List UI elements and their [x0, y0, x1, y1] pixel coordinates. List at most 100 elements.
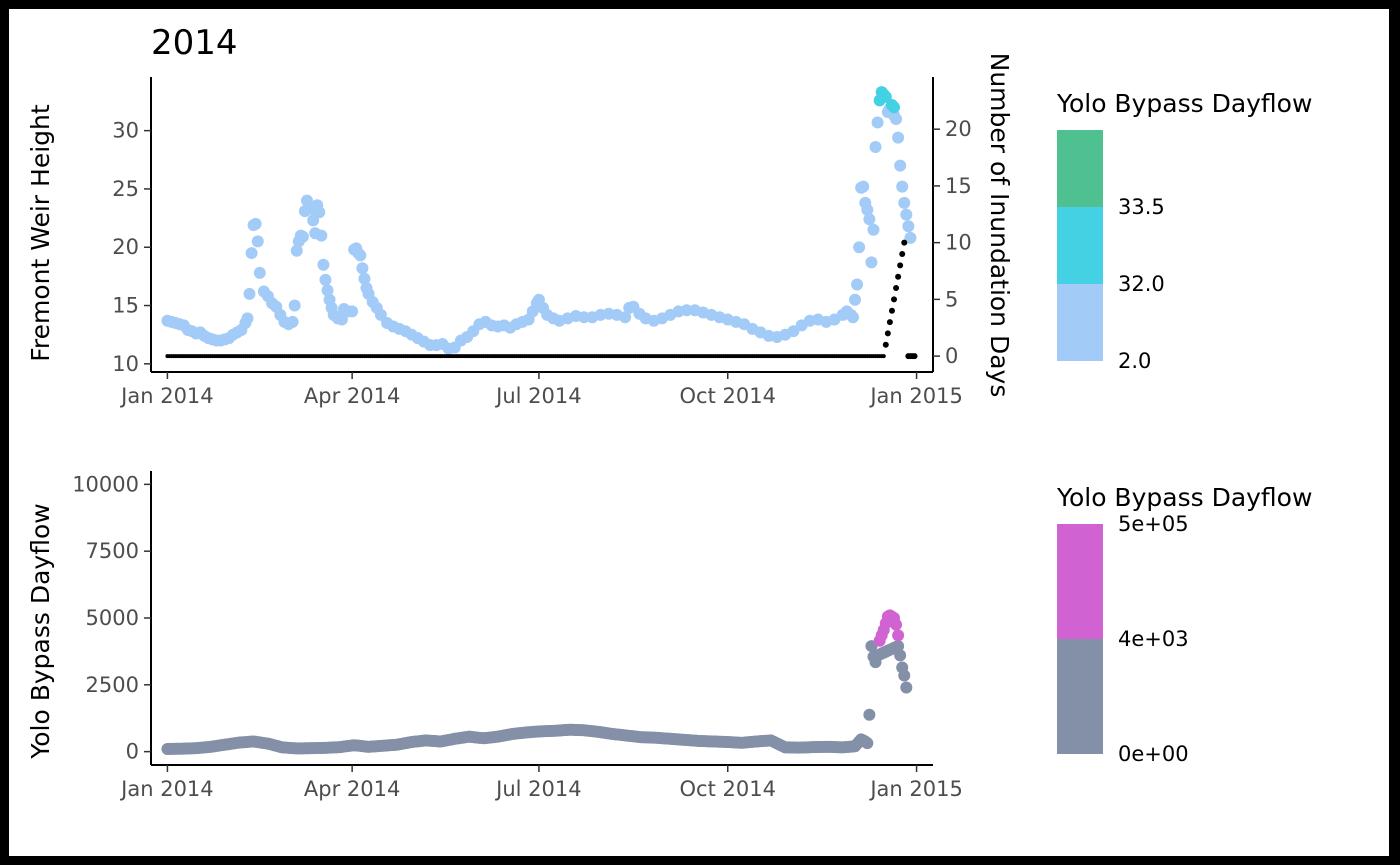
chart-canvas: 2014 10 15 20 25 30 0 5 10 15 20 Jan 2014 Apr 201…	[26, 23, 1312, 801]
weir-height-point	[313, 206, 326, 219]
dayflow-point	[863, 708, 876, 721]
bottom-x-tick-label: Jul 2014	[494, 777, 581, 801]
weir-height-point	[892, 131, 905, 144]
dayflow-point	[892, 640, 905, 653]
weir-height-point	[890, 112, 903, 125]
bottom-x-tick-label: Jan 2014	[119, 777, 214, 801]
weir-height-point-high	[879, 90, 892, 103]
inundation-day-point	[891, 296, 898, 303]
weir-height-point	[861, 203, 874, 216]
chart-title: 2014	[151, 23, 238, 63]
weir-height-point	[869, 140, 882, 153]
bottom-x-tick-label: Oct 2014	[680, 777, 776, 801]
weir-height-point	[851, 278, 864, 291]
weir-height-point	[896, 180, 909, 193]
top-x-tick-label: Oct 2014	[680, 384, 776, 408]
bottom-y-tick-label: 2500	[86, 673, 139, 697]
weir-height-point	[846, 311, 859, 324]
top-y-tick-label: 25	[112, 177, 139, 201]
weir-height-point	[898, 196, 911, 209]
top-y2-tick-label: 20	[945, 117, 972, 141]
bottom-legend-swatches: 5e+05 4e+03 0e+00	[1057, 512, 1189, 766]
weir-height-point-high	[888, 101, 901, 114]
inundation-day-point	[886, 319, 893, 326]
figure-frame: 2014 10 15 20 25 30 0 5 10 15 20 Jan 2014 Apr 201…	[9, 9, 1389, 856]
weir-height-point	[902, 220, 915, 233]
weir-height-point	[335, 313, 348, 326]
weir-height-point	[315, 229, 328, 242]
inundation-day-point	[888, 307, 895, 314]
weir-height-point	[894, 159, 907, 172]
inundation-day-point	[893, 285, 900, 292]
top-legend-title: Yolo Bypass Dayflow	[1056, 89, 1312, 118]
top-y2-tick-label: 10	[945, 231, 972, 255]
bottom-legend-label: 4e+03	[1118, 627, 1189, 651]
top-legend-swatch	[1057, 207, 1103, 284]
weir-height-point	[356, 262, 369, 275]
top-y-tick-label: 30	[112, 119, 139, 143]
dayflow-point	[900, 681, 913, 694]
top-y-axis-label: Fremont Weir Height	[26, 104, 55, 362]
top-legend-label: 32.0	[1118, 272, 1165, 296]
weir-height-point	[245, 247, 258, 260]
top-x-tick-label: Apr 2014	[304, 384, 400, 408]
weir-height-point	[871, 116, 884, 129]
bottom-y-axis-label: Yolo Bypass Dayflow	[26, 503, 55, 759]
weir-height-point	[296, 230, 309, 243]
weir-height-point	[900, 208, 913, 221]
bottom-legend-swatch	[1057, 524, 1103, 639]
dayflow-panel: 0 2500 5000 7500 10000 Jan 2014 Apr 2014 Jul 2…	[26, 471, 963, 801]
top-x-tick-label: Jan 2015	[868, 384, 963, 408]
weir-height-point	[286, 315, 299, 328]
top-legend-label: 2.0	[1118, 349, 1151, 373]
dayflow-point	[894, 649, 907, 662]
bottom-legend-title: Yolo Bypass Dayflow	[1056, 483, 1312, 512]
weir-height-point	[346, 305, 359, 318]
dayflow-point	[898, 669, 911, 682]
weir-height-point	[857, 180, 870, 193]
top-legend-swatch	[1057, 130, 1103, 207]
inundation-day-point	[884, 330, 891, 337]
weir-height-point	[680, 304, 693, 317]
bottom-y-tick-label: 5000	[86, 606, 139, 630]
top-legend: Yolo Bypass Dayflow 33.5 32.0 2.0	[1056, 89, 1312, 373]
top-y2-ticks: 0 5 10 15 20	[933, 117, 972, 368]
weir-height-point	[374, 308, 387, 321]
weir-height-point	[307, 214, 320, 227]
inundation-day-point	[901, 239, 908, 246]
inundation-day-point	[899, 251, 906, 257]
weir-height-point	[853, 241, 866, 254]
top-y2-axis-label: Number of Inundation Days	[985, 53, 1014, 398]
bottom-x-tick-label: Apr 2014	[304, 777, 400, 801]
top-y2-tick-label: 5	[945, 287, 958, 311]
top-y-tick-label: 10	[112, 352, 139, 376]
top-legend-swatches: 33.5 32.0 2.0	[1057, 130, 1165, 373]
top-y-ticks: 10 15 20 25 30	[112, 119, 151, 376]
inundation-day-point	[911, 353, 918, 360]
weir-height-point	[241, 312, 254, 325]
top-legend-label: 33.5	[1118, 195, 1165, 219]
bottom-y-tick-label: 10000	[72, 472, 139, 496]
dayflow-points	[161, 609, 913, 755]
weir-height-point	[578, 311, 591, 324]
weir-height-point	[290, 244, 303, 257]
weir-height-point	[321, 284, 334, 297]
bottom-y-tick-label: 7500	[86, 539, 139, 563]
weir-height-point	[243, 287, 256, 300]
weir-height-point	[249, 217, 262, 230]
weir-height-points	[161, 86, 917, 355]
bottom-legend-label: 0e+00	[1118, 742, 1189, 766]
top-legend-swatch	[1057, 284, 1103, 361]
top-y2-tick-label: 0	[945, 344, 958, 368]
bottom-legend-label: 5e+05	[1118, 512, 1189, 536]
weir-height-point	[253, 266, 266, 279]
top-x-tick-label: Jan 2014	[119, 384, 214, 408]
weir-height-point	[863, 213, 876, 226]
weir-height-point	[288, 299, 301, 312]
bottom-legend: Yolo Bypass Dayflow 5e+05 4e+03 0e+00	[1056, 483, 1312, 766]
inundation-day-point	[897, 262, 904, 269]
inundation-day-point	[881, 354, 886, 359]
weir-height-point	[867, 223, 880, 236]
inundation-days-points	[165, 239, 918, 360]
weir-height-point	[904, 231, 917, 244]
